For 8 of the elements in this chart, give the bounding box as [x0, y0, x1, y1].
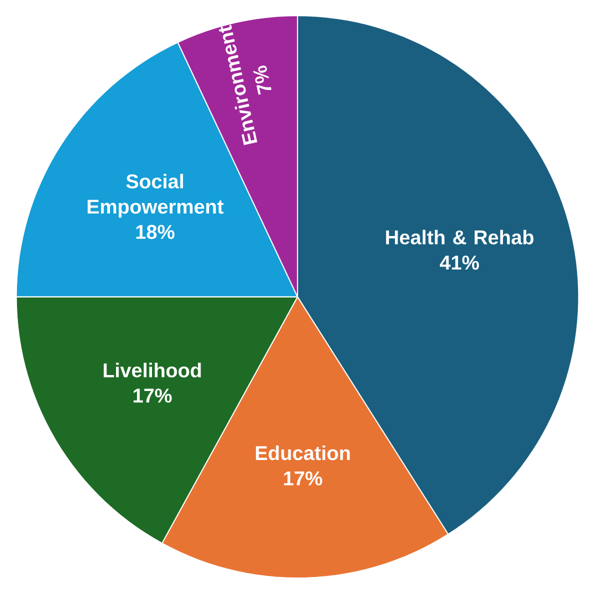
slice-label: Health & Rehab	[386, 230, 534, 245]
data-label: 17%	[134, 388, 172, 403]
data-label: 18%	[136, 225, 174, 240]
data-label: 41%	[440, 256, 479, 270]
slice-label: Livelihood	[104, 362, 201, 378]
data-label: 17%	[284, 472, 322, 486]
slice-label: Social Empowerment	[88, 174, 224, 218]
slice-label: Education	[256, 446, 350, 460]
